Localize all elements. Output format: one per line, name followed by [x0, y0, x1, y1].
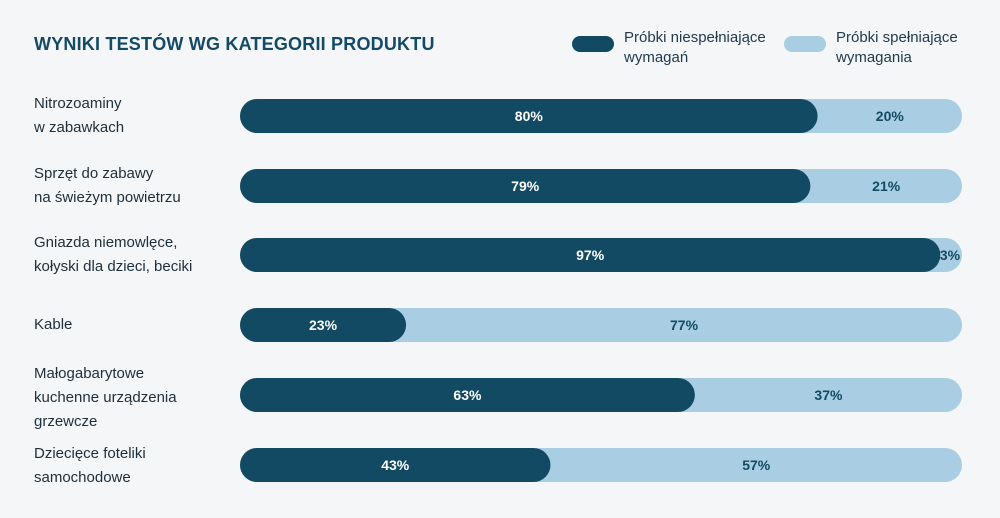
category-label: Kable — [34, 313, 234, 337]
bar-label-fail: 79% — [511, 178, 540, 194]
bar-fail — [240, 448, 551, 482]
chart-title: WYNIKI TESTÓW WG KATEGORII PRODUKTU — [34, 34, 435, 54]
bar-label-pass: 21% — [872, 178, 901, 194]
legend-swatch-pass — [784, 36, 826, 52]
bar-label-pass: 20% — [876, 108, 905, 124]
bar-label-fail: 80% — [515, 108, 544, 124]
bar-fail — [240, 99, 818, 133]
category-label-line: Małogabarytowe — [34, 365, 145, 382]
category-label-line: kołyski dla dzieci, beciki — [34, 258, 193, 275]
bar-fail — [240, 378, 695, 412]
legend-swatch-fail — [572, 36, 614, 52]
category-label: Nitrozoaminy w zabawkach — [34, 92, 234, 140]
legend-label-pass: Próbki spełniające wymagania — [836, 28, 958, 68]
legend-label-fail-line: wymagań — [624, 49, 689, 66]
category-label: Dziecięce foteliki samochodowe — [34, 442, 234, 490]
category-label: Sprzęt do zabawy na świeżym powietrzu — [34, 162, 234, 210]
bar-label-pass: 57% — [742, 457, 771, 473]
category-label-line: kuchenne urządzenia — [34, 389, 177, 406]
legend-label-fail-line: Próbki niespełniające — [624, 29, 766, 46]
bar-label-fail: 63% — [453, 387, 482, 403]
bar-fail — [240, 308, 407, 342]
category-label-line: samochodowe — [34, 469, 131, 486]
legend-label-pass-line: wymagania — [836, 49, 912, 66]
bar-pass — [240, 308, 962, 342]
category-label-line: grzewcze — [34, 413, 98, 430]
bar-fail — [240, 169, 811, 203]
category-label: Gniazda niemowlęce, kołyski dla dzieci, b… — [34, 231, 234, 279]
bar-label-pass: 3% — [940, 247, 961, 263]
bar-label-fail: 43% — [381, 457, 410, 473]
category-label: Małogabarytowe kuchenne urządzenia grzewcz… — [34, 362, 234, 434]
bar-label-pass: 37% — [814, 387, 843, 403]
category-label-line: Sprzęt do zabawy — [34, 165, 154, 182]
bar-label-fail: 97% — [576, 247, 605, 263]
category-label-line: Dziecięce foteliki — [34, 445, 146, 462]
category-label-line: Kable — [34, 316, 73, 333]
bar-fail — [240, 238, 941, 272]
bar-label-pass: 77% — [670, 317, 699, 333]
category-label-line: w zabawkach — [34, 119, 125, 136]
legend-label-pass-line: Próbki spełniające — [836, 29, 958, 46]
category-label-line: Gniazda niemowlęce, — [34, 234, 178, 251]
category-label-line: na świeżym powietrzu — [34, 189, 181, 206]
legend-label-fail: Próbki niespełniające wymagań — [624, 28, 766, 68]
category-label-line: Nitrozoaminy — [34, 95, 122, 112]
bar-label-fail: 23% — [309, 317, 338, 333]
